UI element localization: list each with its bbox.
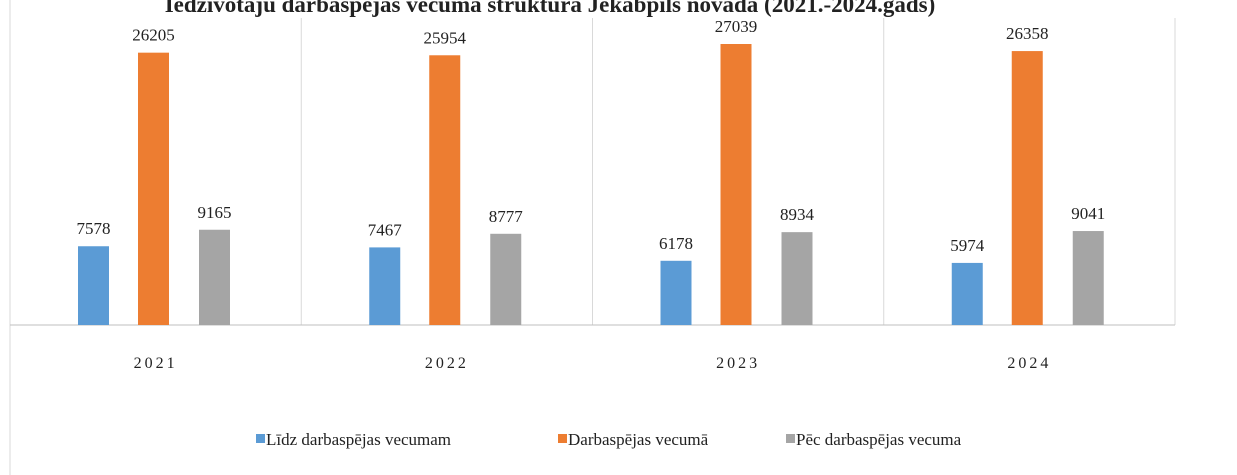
bar: [369, 247, 401, 325]
bar: [1072, 231, 1104, 325]
x-tick-label: 2022: [425, 355, 469, 372]
legend-label: Pēc darbaspējas vecuma: [796, 430, 962, 449]
data-label: 26358: [1006, 24, 1049, 43]
bar: [951, 262, 983, 325]
data-label: 8777: [489, 207, 524, 226]
bar: [78, 246, 109, 325]
legend-label: Darbaspējas vecumā: [568, 430, 709, 449]
data-label: 8934: [780, 205, 815, 224]
bar: [429, 55, 461, 325]
bar: [199, 229, 230, 325]
legend-swatch: [786, 434, 795, 443]
x-tick-label: 2024: [1007, 355, 1051, 372]
legend-label: Līdz darbaspējas vecumam: [266, 430, 451, 449]
data-label: 7578: [77, 219, 111, 238]
legend-swatch: [558, 434, 567, 443]
data-label: 6178: [659, 234, 693, 253]
x-tick-label: 2023: [716, 355, 760, 372]
data-label: 9165: [198, 203, 232, 222]
data-label: 9041: [1071, 204, 1105, 223]
data-label: 26205: [132, 26, 175, 45]
bar: [660, 260, 692, 325]
data-label: 25954: [424, 28, 467, 47]
data-label: 27039: [715, 17, 758, 36]
bar: [720, 44, 752, 325]
bar: [1011, 51, 1043, 326]
x-tick-label: 2021: [134, 355, 178, 372]
bar: [781, 232, 813, 325]
legend-swatch: [256, 434, 265, 443]
bar: [490, 233, 522, 325]
data-label: 5974: [950, 236, 985, 255]
chart-title: Iedzīvotāju darbaspējas vecuma struktūra…: [165, 0, 936, 17]
bar: [138, 52, 169, 325]
data-label: 7467: [368, 220, 403, 239]
